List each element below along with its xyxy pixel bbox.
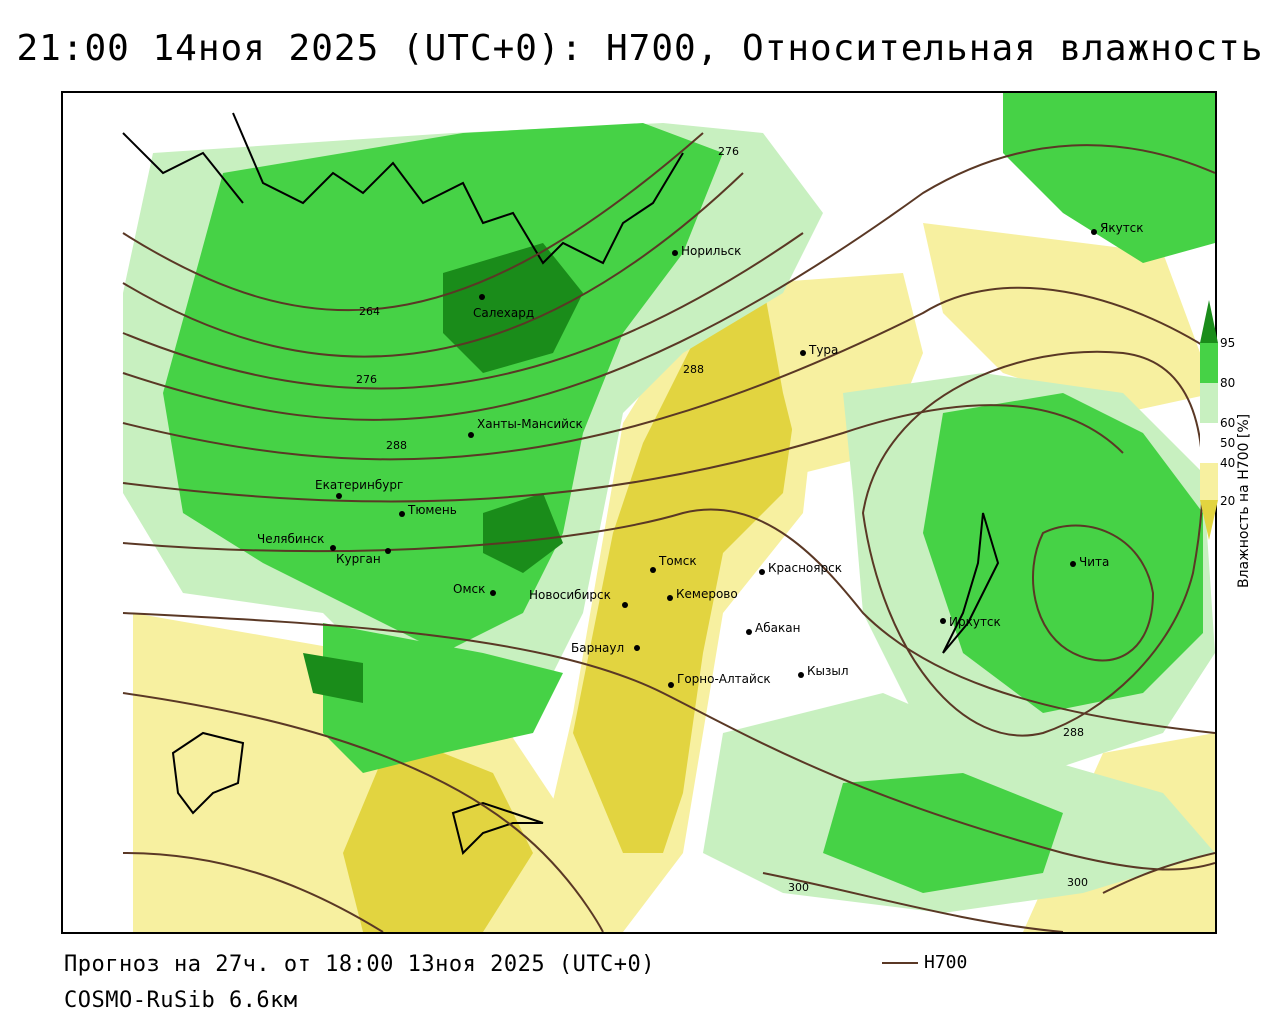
svg-text:Екатеринбург: Екатеринбург: [315, 478, 403, 492]
svg-text:Кемерово: Кемерово: [676, 587, 738, 601]
h700-legend: H700: [882, 952, 967, 973]
colorbar-band-40-60: [1200, 423, 1218, 463]
colorbar-tick: 60: [1220, 416, 1236, 430]
svg-text:Якутск: Якутск: [1100, 221, 1144, 235]
svg-text:Чита: Чита: [1079, 555, 1109, 569]
colorbar-top-arrow: [1200, 300, 1218, 343]
model-name: COSMO-RuSib 6.6км: [64, 988, 298, 1013]
colorbar-tick: 95: [1220, 336, 1236, 350]
svg-text:Томск: Томск: [658, 554, 697, 568]
colorbar-bottom-arrow: [1200, 500, 1218, 540]
svg-text:Ханты-Мансийск: Ханты-Мансийск: [477, 417, 583, 431]
h700-legend-line: [882, 961, 918, 964]
svg-text:Омск: Омск: [453, 582, 485, 596]
svg-text:Тюмень: Тюмень: [407, 503, 457, 517]
city-tura: Тура: [800, 343, 838, 357]
city-kurgan: Курган: [336, 548, 391, 566]
map-canvas: 276 264 276 288 288 288 300 300 Якутск Н…: [122, 93, 1215, 932]
colorbar-tick: 40: [1220, 456, 1236, 470]
city-salekhard: Салехард: [473, 294, 534, 320]
contour-label: 264: [359, 305, 380, 318]
city-chelyabinsk: Челябинск: [257, 532, 336, 551]
very-dry-band-central: [573, 293, 803, 853]
city-gorno-altaysk: Горно-Алтайск: [668, 672, 771, 688]
colorbar-band-20-40: [1200, 463, 1218, 500]
svg-text:Кызыл: Кызыл: [807, 664, 849, 678]
h700-legend-label: H700: [924, 952, 968, 973]
svg-text:Барнаул: Барнаул: [571, 641, 624, 655]
svg-text:Горно-Алтайск: Горно-Алтайск: [677, 672, 771, 686]
svg-text:Абакан: Абакан: [755, 621, 800, 635]
wet-area-south: [323, 623, 563, 773]
svg-text:Иркутск: Иркутск: [949, 615, 1001, 629]
very-wet-cores: [303, 243, 583, 703]
city-chita: Чита: [1070, 555, 1109, 569]
city-barnaul: Барнаул: [571, 641, 640, 655]
coastlines: [122, 112, 1000, 855]
map-title: 21:00 14ноя 2025 (UTC+0): H700, Относите…: [16, 28, 1264, 69]
h700-contours: [122, 132, 1215, 932]
colorbar-band-80-95: [1200, 343, 1218, 383]
contour-label: 288: [386, 439, 407, 452]
colorbar-tick: 80: [1220, 376, 1236, 390]
humidity-colorbar: [1200, 300, 1218, 540]
city-markers: Якутск Норильск Салехард Тура Ханты-Манс…: [257, 221, 1144, 688]
city-yakutsk: Якутск: [1091, 221, 1144, 235]
city-abakan: Абакан: [746, 621, 800, 635]
city-tomsk: Томск: [650, 554, 697, 573]
contour-label: 276: [718, 145, 739, 158]
contour-label: 288: [1063, 726, 1084, 739]
wet-area-north: [163, 123, 723, 653]
city-kemerovo: Кемерово: [667, 587, 738, 601]
city-tyumen: Тюмень: [399, 503, 457, 517]
svg-text:Красноярск: Красноярск: [768, 561, 842, 575]
svg-text:Салехард: Салехард: [473, 306, 534, 320]
svg-text:Норильск: Норильск: [681, 244, 741, 258]
city-khanty-mansiysk: Ханты-Мансийск: [468, 417, 583, 438]
dry-area-east: [923, 223, 1215, 413]
svg-text:Тура: Тура: [808, 343, 838, 357]
map-area: 276 264 276 288 288 288 300 300 Якутск Н…: [61, 91, 1217, 934]
city-kyzyl: Кызыл: [798, 664, 849, 678]
humidity-field: [123, 93, 1215, 932]
colorbar-tick: 50: [1220, 436, 1236, 450]
city-norilsk: Норильск: [672, 244, 741, 258]
very-dry-band-southwest: [343, 733, 533, 932]
colorbar-tick: 20: [1220, 494, 1236, 508]
wet-area-northeast: [1003, 93, 1215, 263]
city-krasnoyarsk: Красноярск: [759, 561, 842, 575]
wet-area-east: [923, 393, 1203, 713]
contour-label: 288: [683, 363, 704, 376]
wet-area-south-east: [823, 773, 1063, 893]
colorbar-title: Влажность на H700 [%]: [1236, 413, 1252, 588]
contour-label: 276: [356, 373, 377, 386]
city-omsk: Омск: [453, 582, 496, 596]
city-yekaterinburg: Екатеринбург: [315, 478, 403, 499]
city-irkutsk: Иркутск: [940, 615, 1001, 629]
contour-label: 300: [1067, 876, 1088, 889]
svg-text:Новосибирск: Новосибирск: [529, 588, 611, 602]
city-novosibirsk: Новосибирск: [529, 588, 628, 608]
colorbar-band-60-80: [1200, 383, 1218, 423]
contour-label: 300: [788, 881, 809, 894]
contour-label-group: 276 264 276 288 288 288 300 300: [356, 145, 1088, 894]
svg-text:Курган: Курган: [336, 552, 381, 566]
svg-text:Челябинск: Челябинск: [257, 532, 324, 546]
forecast-info: Прогноз на 27ч. от 18:00 13ноя 2025 (UTC…: [64, 952, 656, 977]
